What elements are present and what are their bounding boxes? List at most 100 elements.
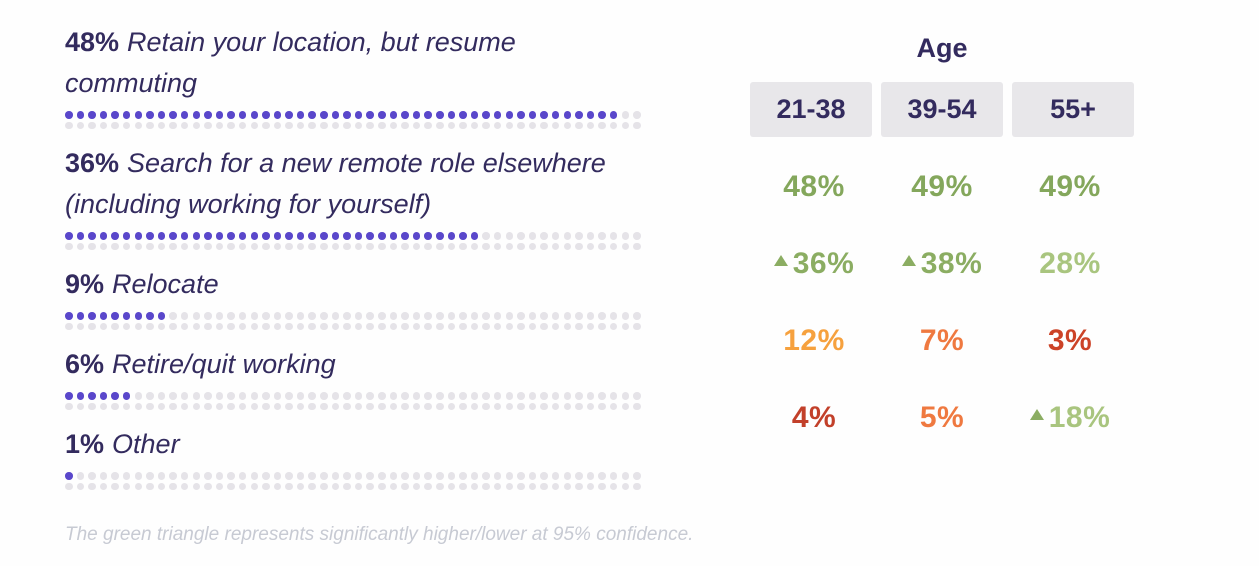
empty-dot-icon: [180, 402, 189, 410]
empty-dot-icon: [262, 322, 270, 330]
empty-dot-icon: [146, 242, 154, 250]
age-table-row: 36% 38% 28%: [750, 225, 1134, 302]
filled-dot-icon: [505, 111, 514, 119]
empty-dot-icon: [88, 322, 96, 330]
empty-dot-icon: [412, 472, 421, 480]
empty-dot-icon: [157, 392, 166, 400]
category-percentage: 36%: [65, 148, 120, 178]
filled-dot-icon: [65, 111, 73, 119]
empty-dot-icon: [528, 121, 537, 129]
empty-dot-icon: [424, 242, 432, 250]
empty-dot-icon: [273, 482, 282, 490]
empty-dot-icon: [505, 322, 514, 330]
empty-dot-icon: [354, 121, 363, 129]
empty-dot-icon: [76, 121, 85, 129]
filled-dot-icon: [436, 232, 444, 240]
filled-dot-icon: [493, 111, 502, 119]
empty-dot-icon: [285, 312, 293, 320]
empty-dot-icon: [157, 121, 166, 129]
empty-dot-icon: [134, 472, 143, 480]
empty-dot-icon: [88, 472, 96, 480]
filled-dot-icon: [157, 232, 166, 240]
empty-dot-icon: [273, 322, 282, 330]
age-table-row: 12% 7% 3%: [750, 302, 1134, 379]
filled-dot-icon: [459, 232, 467, 240]
empty-dot-icon: [551, 392, 560, 400]
dot-row: [65, 121, 655, 129]
empty-dot-icon: [273, 121, 282, 129]
dot-row: [65, 482, 655, 490]
empty-dot-icon: [296, 472, 305, 480]
empty-dot-icon: [482, 242, 490, 250]
age-value-cell: 12%: [750, 324, 878, 358]
empty-dot-icon: [250, 121, 258, 129]
filled-dot-icon: [88, 111, 96, 119]
empty-dot-icon: [215, 121, 224, 129]
empty-dot-icon: [169, 121, 177, 129]
empty-dot-icon: [505, 242, 514, 250]
filled-dot-icon: [517, 111, 525, 119]
empty-dot-icon: [250, 242, 258, 250]
empty-dot-icon: [609, 482, 618, 490]
empty-dot-icon: [180, 312, 189, 320]
empty-dot-icon: [122, 322, 131, 330]
empty-dot-icon: [134, 392, 143, 400]
empty-dot-icon: [146, 482, 154, 490]
empty-dot-icon: [227, 472, 235, 480]
empty-dot-icon: [563, 242, 572, 250]
empty-dot-icon: [88, 482, 96, 490]
empty-dot-icon: [389, 242, 398, 250]
dot-grid: [65, 111, 655, 129]
empty-dot-icon: [192, 402, 201, 410]
age-value-text: 48%: [783, 169, 845, 203]
empty-dot-icon: [331, 322, 340, 330]
empty-dot-icon: [308, 402, 316, 410]
empty-dot-icon: [262, 312, 270, 320]
empty-dot-icon: [308, 322, 316, 330]
category-label: Relocate: [112, 269, 219, 299]
empty-dot-icon: [424, 472, 432, 480]
empty-dot-icon: [586, 312, 595, 320]
empty-dot-icon: [389, 312, 398, 320]
age-value-cell: 36%: [750, 247, 878, 281]
empty-dot-icon: [412, 482, 421, 490]
empty-dot-icon: [575, 242, 583, 250]
empty-dot-icon: [493, 392, 502, 400]
empty-dot-icon: [598, 242, 606, 250]
filled-dot-icon: [204, 232, 212, 240]
filled-dot-icon: [215, 232, 224, 240]
empty-dot-icon: [470, 322, 479, 330]
filled-dot-icon: [470, 111, 479, 119]
filled-dot-icon: [285, 232, 293, 240]
age-table-row: 4% 5% 18%: [750, 379, 1134, 456]
empty-dot-icon: [447, 392, 456, 400]
empty-dot-icon: [204, 242, 212, 250]
empty-dot-icon: [609, 242, 618, 250]
dot-chart-category: 6% Retire/quit working: [65, 344, 655, 410]
empty-dot-icon: [354, 392, 363, 400]
empty-dot-icon: [621, 402, 629, 410]
empty-dot-icon: [459, 392, 467, 400]
empty-dot-icon: [540, 121, 548, 129]
dot-row: [65, 402, 655, 410]
empty-dot-icon: [436, 121, 444, 129]
empty-dot-icon: [180, 472, 189, 480]
filled-dot-icon: [134, 111, 143, 119]
empty-dot-icon: [285, 242, 293, 250]
age-value-cell: 3%: [1006, 324, 1134, 358]
empty-dot-icon: [598, 232, 606, 240]
empty-dot-icon: [447, 482, 456, 490]
filled-dot-icon: [250, 232, 258, 240]
empty-dot-icon: [331, 312, 340, 320]
empty-dot-icon: [633, 111, 641, 119]
filled-dot-icon: [65, 232, 73, 240]
empty-dot-icon: [262, 392, 270, 400]
age-value-cell: 28%: [1006, 247, 1134, 281]
empty-dot-icon: [551, 232, 560, 240]
filled-dot-icon: [88, 232, 96, 240]
empty-dot-icon: [296, 392, 305, 400]
empty-dot-icon: [215, 312, 224, 320]
empty-dot-icon: [204, 482, 212, 490]
empty-dot-icon: [76, 472, 85, 480]
empty-dot-icon: [366, 242, 374, 250]
